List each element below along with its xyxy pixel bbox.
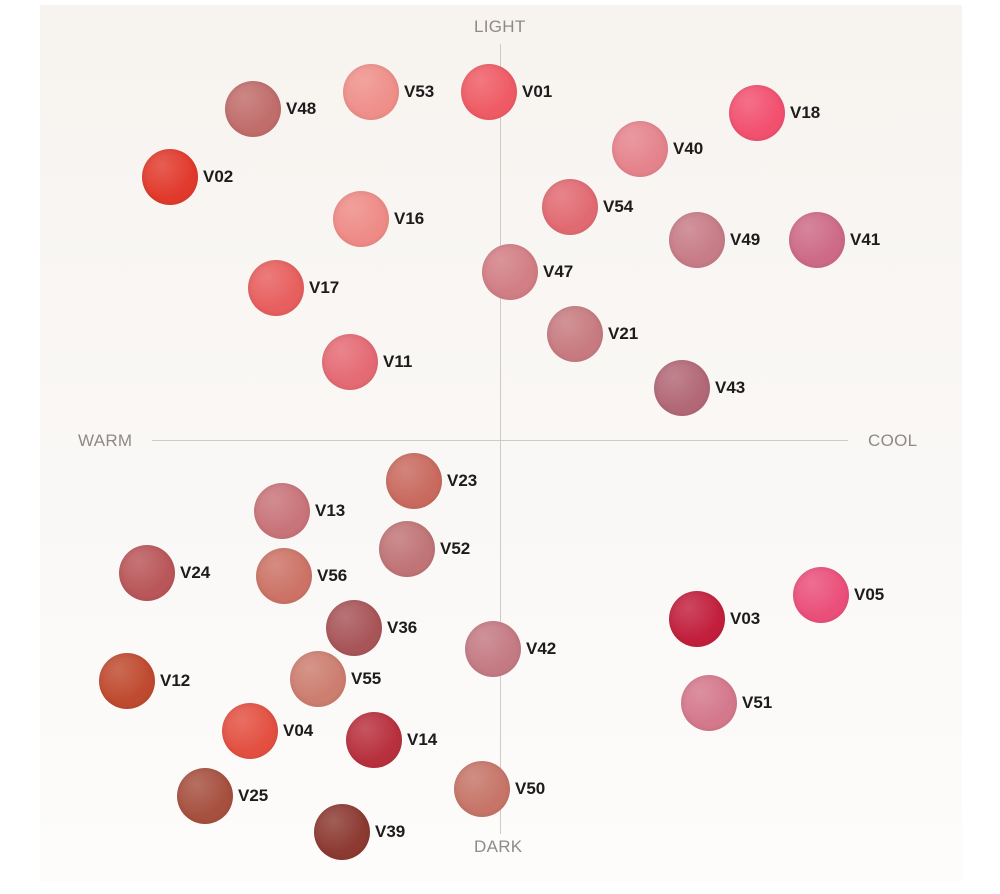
- shade-code-label: V21: [608, 324, 639, 343]
- shade-code-label: V03: [730, 609, 761, 628]
- color-swatch: [729, 85, 785, 141]
- shade-code-label: V18: [790, 103, 821, 122]
- shade-code-label: V51: [742, 693, 773, 712]
- color-swatch: [119, 545, 175, 601]
- shade-code-label: V17: [309, 278, 340, 297]
- color-swatch: [343, 64, 399, 120]
- color-swatch: [333, 191, 389, 247]
- shade-code-label: V01: [522, 82, 553, 101]
- shade-code-label: V54: [603, 197, 634, 216]
- horizontal-axis-line: [152, 440, 848, 441]
- shade-code-label: V39: [375, 822, 406, 841]
- color-swatch: [142, 149, 198, 205]
- shade-code-label: V36: [387, 618, 418, 637]
- shade-code-label: V13: [315, 501, 346, 520]
- color-swatch: [326, 600, 382, 656]
- color-swatch: [248, 260, 304, 316]
- axis-label-warm: WARM: [78, 431, 133, 450]
- color-swatch: [99, 653, 155, 709]
- color-swatch: [547, 306, 603, 362]
- shade-code-label: V04: [283, 721, 314, 740]
- chart-background: [40, 5, 962, 881]
- shade-code-label: V53: [404, 82, 435, 101]
- shade-code-label: V05: [854, 585, 885, 604]
- shade-code-label: V25: [238, 786, 269, 805]
- shade-code-label: V50: [515, 779, 546, 798]
- shade-code-label: V23: [447, 471, 478, 490]
- shade-code-label: V16: [394, 209, 425, 228]
- shade-code-label: V14: [407, 730, 438, 749]
- shade-code-label: V41: [850, 230, 881, 249]
- shade-code-label: V42: [526, 639, 557, 658]
- shade-code-label: V11: [383, 352, 413, 371]
- color-swatch: [681, 675, 737, 731]
- shade-code-label: V49: [730, 230, 761, 249]
- shade-code-label: V55: [351, 669, 382, 688]
- color-swatch: [290, 651, 346, 707]
- color-swatch: [225, 81, 281, 137]
- shade-code-label: V02: [203, 167, 234, 186]
- shade-code-label: V43: [715, 378, 746, 397]
- color-swatch: [669, 212, 725, 268]
- color-swatch: [177, 768, 233, 824]
- color-swatch: [542, 179, 598, 235]
- color-swatch: [256, 548, 312, 604]
- axis-label-dark: DARK: [474, 837, 523, 856]
- color-swatch: [612, 121, 668, 177]
- color-swatch: [654, 360, 710, 416]
- color-swatch: [465, 621, 521, 677]
- color-swatch: [789, 212, 845, 268]
- color-swatch: [379, 521, 435, 577]
- color-swatch: [386, 453, 442, 509]
- color-swatch: [482, 244, 538, 300]
- color-swatch: [222, 703, 278, 759]
- color-swatch: [461, 64, 517, 120]
- color-swatch: [322, 334, 378, 390]
- shade-code-label: V24: [180, 563, 211, 582]
- shade-code-label: V40: [673, 139, 704, 158]
- color-swatch: [254, 483, 310, 539]
- color-swatch: [454, 761, 510, 817]
- vertical-axis-line: [500, 44, 501, 834]
- axis-label-light: LIGHT: [474, 17, 526, 36]
- shade-code-label: V12: [160, 671, 191, 690]
- axis-label-cool: COOL: [868, 431, 918, 450]
- shade-code-label: V48: [286, 99, 317, 118]
- color-swatch: [346, 712, 402, 768]
- color-swatch: [793, 567, 849, 623]
- shade-code-label: V56: [317, 566, 348, 585]
- shade-code-label: V52: [440, 539, 471, 558]
- shade-code-label: V47: [543, 262, 574, 281]
- color-swatch: [314, 804, 370, 860]
- color-swatch: [669, 591, 725, 647]
